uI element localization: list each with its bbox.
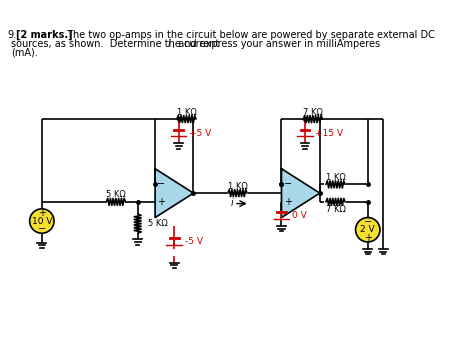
- Text: 1 KΩ: 1 KΩ: [326, 173, 346, 182]
- Text: i: i: [230, 198, 233, 208]
- Text: −: −: [283, 179, 292, 190]
- Text: 10 V: 10 V: [32, 217, 52, 226]
- Text: +: +: [38, 208, 46, 218]
- Text: 2 V: 2 V: [360, 225, 375, 234]
- Text: −: −: [38, 224, 46, 234]
- Text: (mA).: (mA).: [11, 48, 38, 58]
- Polygon shape: [282, 169, 320, 218]
- Polygon shape: [155, 169, 193, 218]
- Text: 1 KΩ: 1 KΩ: [177, 108, 196, 117]
- Text: +: +: [283, 197, 292, 207]
- Text: The two op-amps in the circuit below are powered by separate external DC: The two op-amps in the circuit below are…: [64, 30, 435, 40]
- Text: 7 KΩ: 7 KΩ: [303, 108, 323, 117]
- Text: +15 V: +15 V: [316, 129, 344, 138]
- Text: 5 KΩ: 5 KΩ: [106, 190, 126, 199]
- Text: 9.: 9.: [7, 30, 16, 40]
- Text: −: −: [157, 179, 165, 190]
- Text: +: +: [157, 197, 165, 207]
- Text: [2 marks.]: [2 marks.]: [16, 30, 73, 40]
- Text: +: +: [364, 232, 372, 243]
- Text: +5 V: +5 V: [189, 129, 211, 138]
- Circle shape: [30, 209, 54, 233]
- Text: i: i: [167, 39, 170, 49]
- Text: 7 KΩ: 7 KΩ: [326, 205, 346, 214]
- Text: 5 KΩ: 5 KΩ: [148, 219, 168, 228]
- Text: 0 V: 0 V: [292, 211, 307, 220]
- Text: , and express your answer in milliAmperes: , and express your answer in milliAmpere…: [172, 39, 380, 49]
- Text: 1 KΩ: 1 KΩ: [228, 182, 247, 191]
- Text: -5 V: -5 V: [185, 238, 203, 247]
- Text: sources, as shown.  Determine the current: sources, as shown. Determine the current: [11, 39, 223, 49]
- Circle shape: [356, 218, 380, 242]
- Text: −: −: [364, 217, 372, 227]
